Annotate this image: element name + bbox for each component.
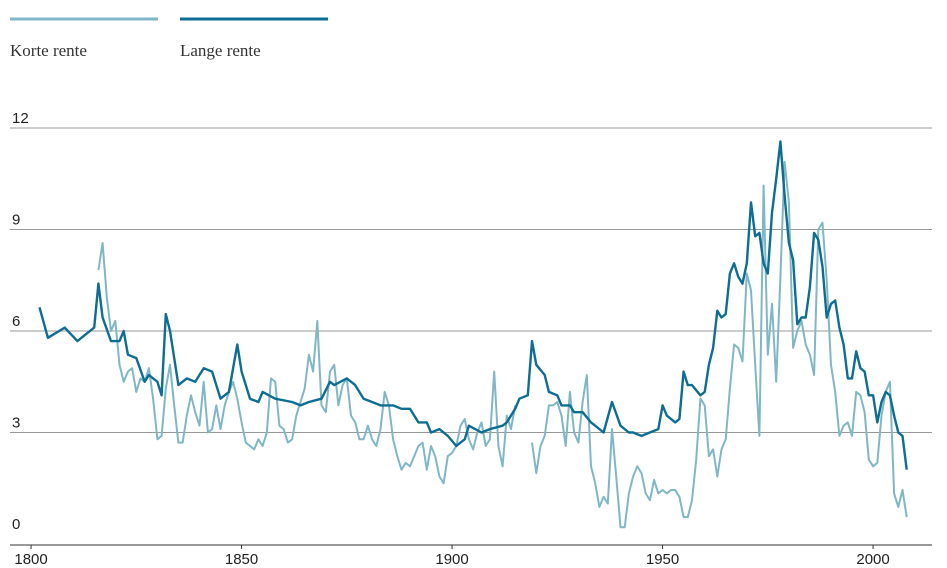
y-tick-label: 12 [12,110,29,127]
legend-label: Korte rente [10,41,87,60]
y-tick-label: 6 [12,313,20,330]
x-tick-label: 1900 [435,551,468,568]
y-tick-label: 0 [12,516,20,533]
series-line [38,140,908,470]
x-tick-label: 2000 [856,551,889,568]
x-tick-label: 1950 [646,551,679,568]
x-tick-label: 1850 [225,551,258,568]
legend-label: Lange rente [180,41,261,60]
y-tick-label: 3 [12,415,20,432]
x-tick-label: 1800 [14,551,47,568]
y-tick-label: 9 [12,212,20,229]
series-line [97,160,908,529]
